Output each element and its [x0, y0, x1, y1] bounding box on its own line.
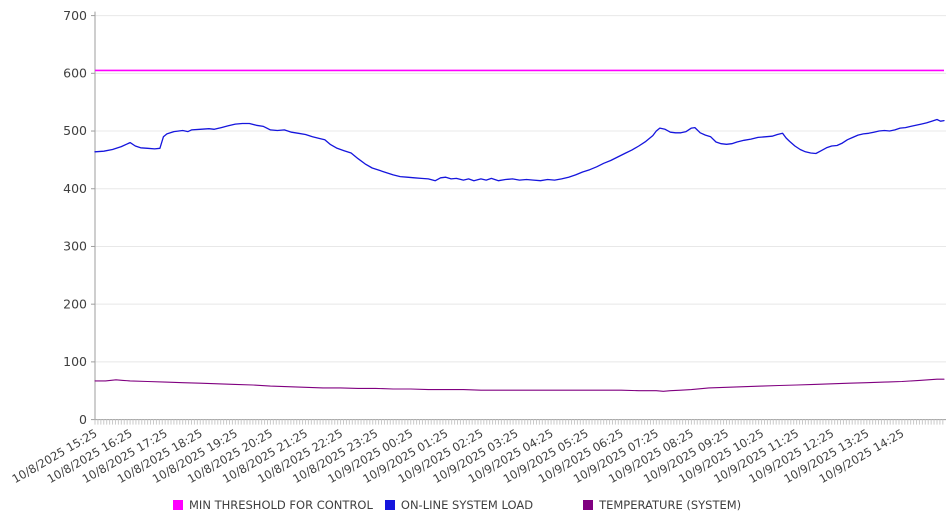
y-axis-label: 400: [63, 181, 87, 196]
legend-item-min-threshold[interactable]: MIN THRESHOLD FOR CONTROL: [173, 498, 373, 512]
legend-color-swatch: [583, 500, 594, 510]
y-axis-label: 300: [63, 239, 87, 254]
y-axis-label: 700: [63, 8, 87, 23]
y-axis-label: 500: [63, 123, 87, 138]
y-axis-label: 600: [63, 66, 87, 81]
y-axis-label: 0: [79, 412, 87, 427]
chart-legend: MIN THRESHOLD FOR CONTROL ON-LINE SYSTEM…: [173, 497, 753, 513]
series-line-on-line-system-load: [94, 118, 945, 182]
y-axis-label: 200: [63, 296, 87, 311]
legend-color-swatch: [173, 500, 183, 510]
legend-item-temperature-system[interactable]: TEMPERATURE (SYSTEM): [583, 498, 741, 512]
legend-item-online-system-load[interactable]: ON-LINE SYSTEM LOAD: [384, 498, 534, 512]
y-axis-label: 100: [63, 354, 87, 369]
series-line-temperature-system-: [94, 378, 945, 392]
legend-label: ON-LINE SYSTEM LOAD: [400, 498, 534, 512]
legend-label: MIN THRESHOLD FOR CONTROL: [189, 498, 373, 512]
legend-label: TEMPERATURE (SYSTEM): [599, 498, 742, 512]
legend-color-swatch: [384, 500, 395, 510]
